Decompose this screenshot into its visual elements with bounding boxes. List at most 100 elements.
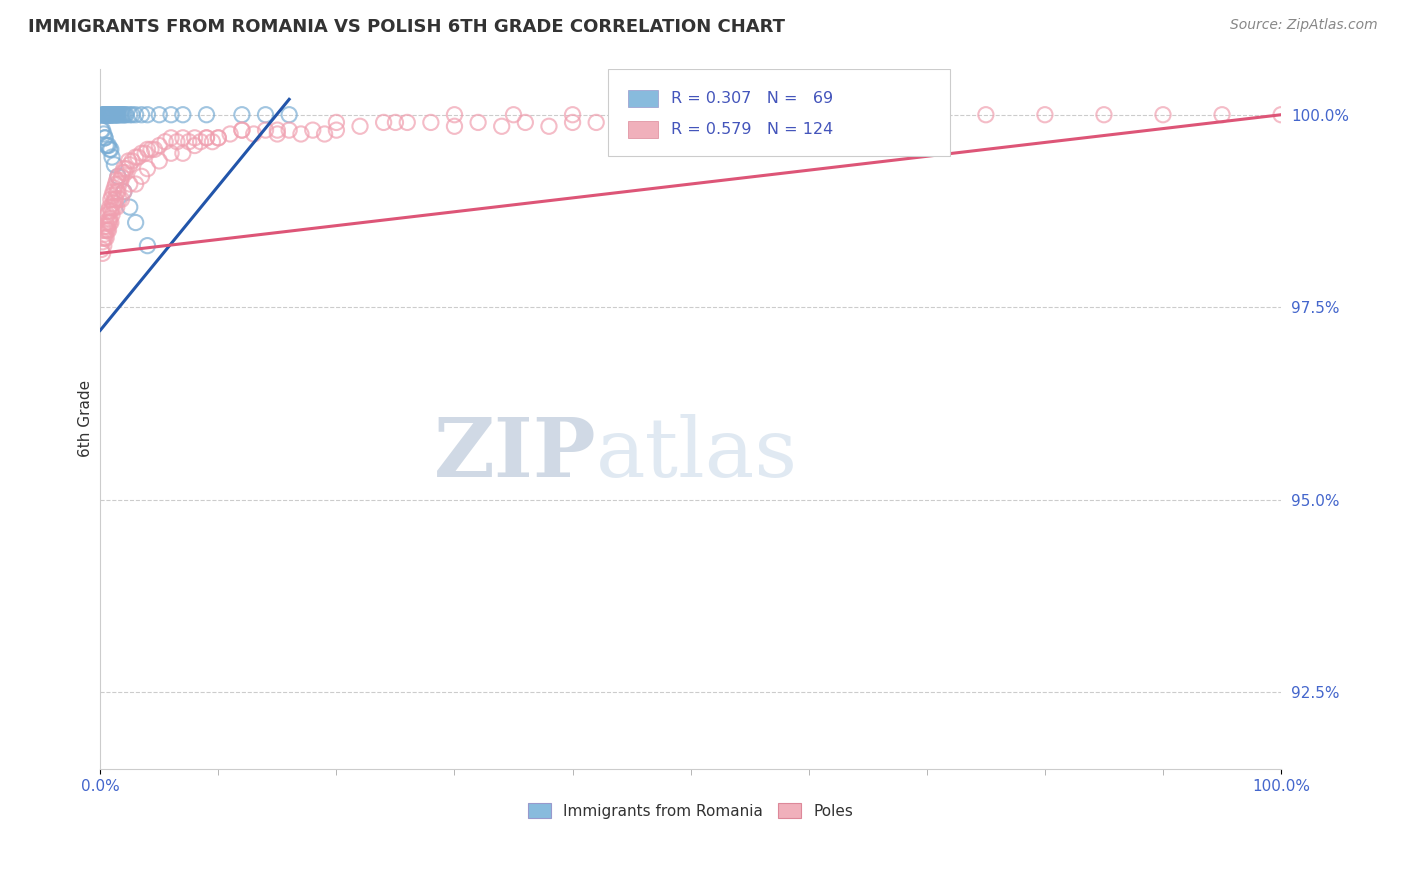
- Point: [107, 108, 129, 122]
- Text: R = 0.579   N = 124: R = 0.579 N = 124: [671, 122, 832, 137]
- Point: [195, 131, 218, 145]
- Point: [91, 246, 114, 260]
- Bar: [628, 120, 658, 138]
- Point: [190, 135, 212, 149]
- Point: [110, 108, 132, 122]
- Point: [207, 131, 229, 145]
- Point: [101, 208, 124, 222]
- Point: [111, 165, 134, 179]
- Point: [94, 108, 117, 122]
- Point: [655, 112, 678, 126]
- Point: [98, 211, 121, 226]
- Point: [103, 108, 125, 122]
- Point: [104, 177, 127, 191]
- Point: [93, 127, 115, 141]
- Point: [384, 115, 406, 129]
- Point: [124, 215, 146, 229]
- Point: [633, 115, 655, 129]
- Point: [94, 108, 117, 122]
- Point: [131, 108, 153, 122]
- Point: [121, 153, 143, 168]
- Point: [94, 108, 117, 122]
- Point: [94, 227, 117, 241]
- Point: [266, 123, 288, 137]
- Point: [136, 161, 159, 176]
- Point: [139, 142, 162, 156]
- Point: [856, 108, 879, 122]
- Point: [1092, 108, 1115, 122]
- Point: [110, 108, 132, 122]
- Point: [467, 115, 489, 129]
- Point: [107, 185, 129, 199]
- Point: [373, 115, 395, 129]
- Point: [91, 235, 114, 249]
- Point: [1270, 108, 1292, 122]
- Point: [153, 135, 176, 149]
- Point: [97, 138, 120, 153]
- Point: [94, 215, 117, 229]
- Point: [93, 108, 115, 122]
- Point: [537, 120, 560, 134]
- Point: [100, 108, 122, 122]
- Point: [121, 108, 143, 122]
- Point: [96, 223, 118, 237]
- Point: [314, 127, 336, 141]
- Point: [96, 208, 118, 222]
- Point: [124, 108, 146, 122]
- Point: [148, 138, 170, 153]
- Point: [160, 131, 183, 145]
- Point: [491, 120, 513, 134]
- Point: [118, 177, 141, 191]
- Point: [443, 108, 465, 122]
- Point: [94, 108, 117, 122]
- Point: [114, 165, 136, 179]
- Point: [110, 169, 132, 184]
- Point: [101, 200, 124, 214]
- Point: [103, 108, 125, 122]
- Point: [94, 138, 117, 153]
- Point: [100, 142, 122, 156]
- Point: [94, 231, 117, 245]
- Point: [738, 108, 761, 122]
- Point: [107, 169, 129, 184]
- Point: [97, 108, 120, 122]
- Point: [90, 243, 112, 257]
- Point: [94, 219, 117, 234]
- Point: [96, 108, 118, 122]
- Text: ZIP: ZIP: [433, 414, 596, 494]
- Point: [679, 112, 702, 126]
- Point: [118, 158, 141, 172]
- Point: [502, 108, 524, 122]
- Point: [107, 108, 129, 122]
- Point: [90, 123, 112, 137]
- Point: [103, 108, 125, 122]
- Point: [183, 131, 205, 145]
- Point: [100, 215, 122, 229]
- Point: [143, 142, 166, 156]
- Point: [797, 108, 820, 122]
- Y-axis label: 6th Grade: 6th Grade: [79, 380, 93, 458]
- Point: [172, 131, 194, 145]
- Point: [100, 108, 122, 122]
- Point: [325, 123, 347, 137]
- Point: [290, 127, 312, 141]
- Point: [1152, 108, 1174, 122]
- Point: [127, 150, 149, 164]
- Point: [96, 138, 118, 153]
- Point: [177, 135, 200, 149]
- Point: [104, 108, 127, 122]
- Point: [278, 123, 301, 137]
- Point: [94, 131, 117, 145]
- Point: [115, 108, 138, 122]
- Point: [108, 108, 131, 122]
- Point: [118, 108, 141, 122]
- Point: [112, 108, 135, 122]
- Point: [97, 108, 120, 122]
- Point: [93, 223, 115, 237]
- Point: [515, 115, 537, 129]
- Point: [93, 108, 115, 122]
- Point: [100, 108, 122, 122]
- Point: [91, 108, 114, 122]
- Point: [98, 215, 121, 229]
- Point: [195, 131, 218, 145]
